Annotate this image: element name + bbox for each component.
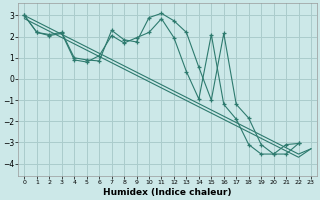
X-axis label: Humidex (Indice chaleur): Humidex (Indice chaleur) [103, 188, 232, 197]
